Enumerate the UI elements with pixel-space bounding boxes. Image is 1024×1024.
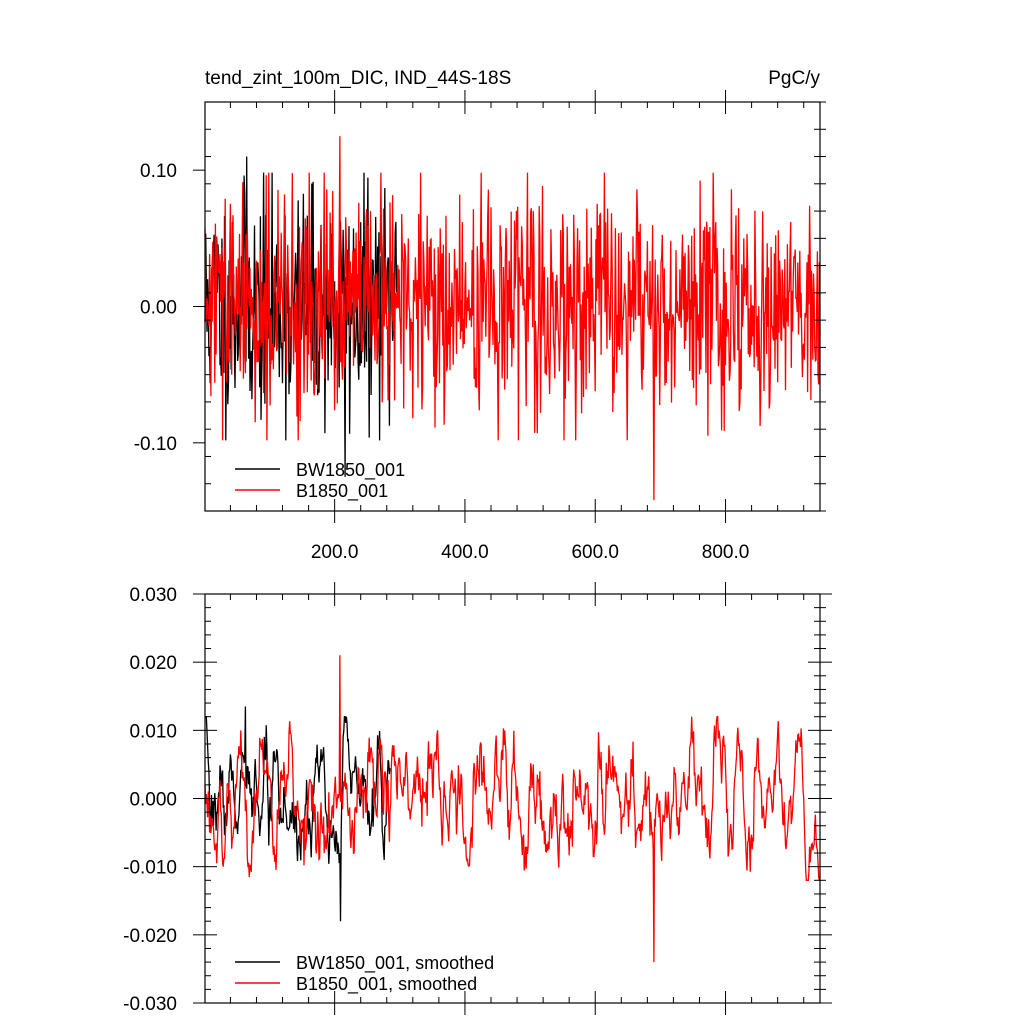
top-legend: BW1850_001 B1850_001: [235, 460, 405, 502]
x-tick-label: 800.0: [702, 542, 750, 563]
legend-label-bw1850-smoothed: BW1850_001, smoothed: [296, 953, 494, 974]
x-tick-label: 200.0: [311, 542, 359, 563]
x-tick-label: 400.0: [441, 542, 489, 563]
units-label: PgC/y: [768, 68, 820, 89]
top-panel-lines: [204, 136, 821, 501]
series-line-0: [205, 706, 391, 922]
y-tick-label: 0.020: [129, 653, 177, 674]
bottom-legend: BW1850_001, smoothed B1850_001, smoothed: [235, 953, 494, 995]
y-tick-label: -0.030: [123, 994, 177, 1015]
y-tick-label: -0.10: [134, 434, 177, 455]
y-tick-label: 0.030: [129, 585, 177, 606]
y-tick-label: 0.010: [129, 721, 177, 742]
top-panel-ticks: [193, 90, 826, 523]
top-panel: -0.10 0.00 0.10 200.0 400.0 600.0 800.0 BW1850…: [134, 90, 826, 563]
bottom-panel-tick-labels: -0.030 -0.020 -0.010 0.000 0.010 0.020 0.030: [123, 585, 177, 1015]
y-tick-label: 0.10: [140, 161, 177, 182]
bottom-panel-ticks: [193, 582, 832, 1015]
bottom-panel-frame: [204, 593, 821, 1004]
y-tick-label: -0.020: [123, 926, 177, 947]
legend-label-b1850-smoothed: B1850_001, smoothed: [296, 974, 477, 995]
bottom-panel-lines: [204, 655, 820, 963]
series-line-1: [204, 136, 821, 501]
x-tick-label: 600.0: [571, 542, 619, 563]
series-line-1: [204, 655, 820, 963]
bottom-panel: -0.030 -0.020 -0.010 0.000 0.010 0.020 0.030 B…: [123, 582, 832, 1015]
legend-label-b1850: B1850_001: [296, 481, 388, 502]
y-tick-label: 0.00: [140, 298, 177, 319]
y-tick-label: 0.000: [129, 790, 177, 811]
top-panel-tick-labels: -0.10 0.00 0.10 200.0 400.0 600.0 800.0: [134, 161, 750, 563]
y-tick-label: -0.010: [123, 858, 177, 879]
legend-label-bw1850: BW1850_001: [296, 460, 405, 481]
chart-title: tend_zint_100m_DIC, IND_44S-18S: [205, 68, 511, 89]
